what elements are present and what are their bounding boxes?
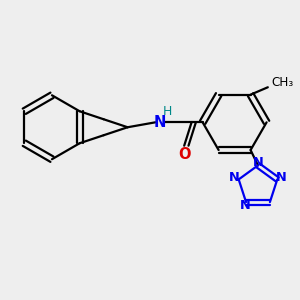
Text: N: N xyxy=(229,171,240,184)
Text: N: N xyxy=(253,156,263,169)
Text: N: N xyxy=(153,115,166,130)
Text: N: N xyxy=(239,199,250,212)
Text: CH₃: CH₃ xyxy=(271,76,293,89)
Text: H: H xyxy=(163,105,172,118)
Text: N: N xyxy=(276,171,287,184)
Text: O: O xyxy=(178,147,191,162)
